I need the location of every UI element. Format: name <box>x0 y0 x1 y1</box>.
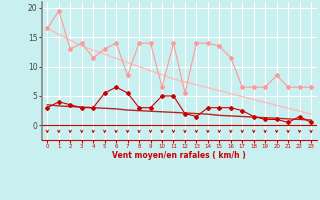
X-axis label: Vent moyen/en rafales ( km/h ): Vent moyen/en rafales ( km/h ) <box>112 151 246 160</box>
